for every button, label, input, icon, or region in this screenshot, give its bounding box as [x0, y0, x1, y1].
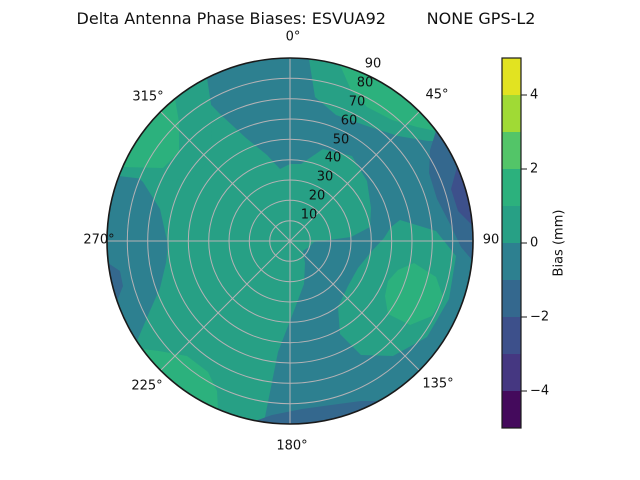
theta-label-180: 180°	[276, 438, 308, 454]
colorbar-segment	[502, 132, 521, 169]
colorbar-tick-0: 0	[530, 235, 539, 251]
theta-label-135: 135°	[422, 376, 454, 392]
r-label-20: 20	[308, 188, 326, 204]
r-label-10: 10	[300, 207, 318, 223]
theta-label-0: 0°	[285, 29, 301, 45]
theta-label-225: 225°	[131, 378, 163, 394]
r-label-90: 90	[364, 56, 382, 72]
colorbar-tick-m2: −2	[530, 309, 550, 325]
contour-east-rim-m2tom1	[429, 131, 473, 260]
colorbar-axis-label: Bias (mm)	[551, 209, 567, 277]
theta-label-315: 315°	[132, 89, 164, 105]
r-label-30: 30	[316, 169, 334, 185]
contour-northwest-patch-1to2	[123, 99, 179, 168]
colorbar-tick-2: 2	[530, 161, 539, 177]
plot-title: Delta Antenna Phase Biases: ESVUA92 NONE…	[76, 9, 536, 28]
theta-label-90: 90	[482, 232, 500, 248]
colorbar	[501, 57, 527, 429]
colorbar-segment	[502, 58, 521, 95]
polar-grid	[107, 58, 473, 424]
colorbar-segment	[502, 169, 521, 206]
r-label-60: 60	[340, 113, 358, 129]
theta-label-270: 270°	[83, 232, 115, 248]
theta-label-45: 45°	[425, 87, 449, 103]
colorbar-segment	[502, 317, 521, 354]
contour-west-band-m1to0	[107, 164, 168, 341]
contour-east-patch-1to2	[385, 263, 443, 325]
colorbar-segment	[502, 206, 521, 243]
contour-southwest-patch-1to2	[142, 349, 218, 410]
colorbar-tick-4: 4	[530, 87, 539, 103]
contour-northeast-patch-1to2	[340, 65, 436, 131]
colorbar-tick-marks	[521, 94, 527, 392]
contour-east-rim-core-m3tom2	[451, 167, 472, 225]
r-label-40: 40	[324, 150, 342, 166]
colorbar-segment	[502, 354, 521, 391]
r-label-70: 70	[348, 94, 366, 110]
colorbar-segment	[502, 95, 521, 132]
contour-south-rim-m2tom1	[255, 401, 379, 424]
colorbar-segment	[502, 391, 521, 428]
r-label-80: 80	[356, 75, 374, 91]
colorbar-segment	[502, 280, 521, 317]
colorbar-segment	[502, 243, 521, 280]
polar-axis-outline	[106, 57, 474, 425]
r-label-50: 50	[332, 132, 350, 148]
colorbar-tick-m4: −4	[530, 383, 550, 399]
contour-west-rim-spot-m2tom1	[108, 263, 123, 301]
